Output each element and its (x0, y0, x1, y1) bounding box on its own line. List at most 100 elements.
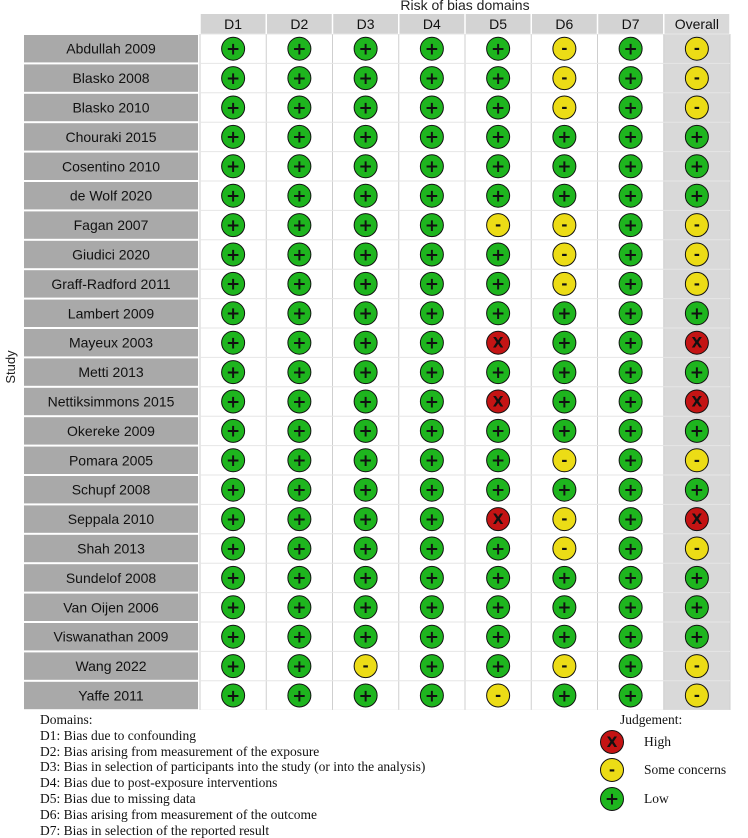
judgement-symbol: + (491, 569, 505, 589)
low-risk-icon (618, 477, 643, 502)
judgement-symbol: + (690, 128, 704, 148)
low-risk-icon (353, 213, 378, 238)
judgement-fagan-2007-d5: - (486, 213, 511, 238)
judgement-symbol: + (292, 187, 306, 207)
judgement-abdullah-2009-d2: + (287, 36, 312, 61)
judgement-symbol: X (493, 512, 504, 528)
judgement-seppala-2010-d2: + (287, 507, 312, 532)
low-risk-icon (486, 418, 511, 443)
judgement-symbol: + (425, 422, 439, 442)
judgement-symbol: + (491, 481, 505, 501)
judgement-symbol: + (292, 245, 306, 265)
judgement-symbol: + (425, 157, 439, 177)
low-risk-icon (221, 595, 246, 620)
judgement-wang-2022-d3: - (353, 654, 378, 679)
judgement-pomara-2005-overall: - (684, 448, 709, 473)
low-risk-icon (684, 595, 709, 620)
study-label-blasko-2010: Blasko 2010 (72, 100, 149, 116)
judgement-symbol: - (561, 40, 567, 58)
low-risk-icon: + (600, 787, 624, 811)
judgement-okereke-2009-d2: + (287, 418, 312, 443)
judgement-blasko-2010-d4: + (419, 95, 444, 120)
risk-of-bias-grid: D1 D2 D3 D4 D5 D6 D7 Overall Abdullah 2009 + + + + + -… (24, 14, 731, 710)
judgement-symbol: + (292, 363, 306, 383)
low-risk-icon (486, 36, 511, 61)
judgement-symbol: + (292, 40, 306, 60)
judgement-symbol: + (425, 510, 439, 530)
judgement-abdullah-2009-d5: + (486, 36, 511, 61)
svg-text:X: X (607, 735, 618, 751)
judgement-symbol: + (359, 40, 373, 60)
study-label-de-wolf-2020: de Wolf 2020 (70, 188, 152, 204)
judgement-fagan-2007-overall: - (684, 213, 709, 238)
judgement-viswanathan-2009-d1: + (221, 624, 246, 649)
column-header-overall: Overall (675, 16, 719, 32)
low-risk-icon (221, 683, 246, 708)
low-risk-icon (287, 624, 312, 649)
judgement-symbol: + (292, 334, 306, 354)
judgement-symbol: + (226, 569, 240, 589)
judgement-seppala-2010-overall: X (684, 507, 709, 532)
judgement-symbol: + (491, 157, 505, 177)
low-risk-icon (353, 477, 378, 502)
judgement-symbol: + (226, 628, 240, 648)
judgement-symbol: + (226, 657, 240, 677)
judgement-symbol: + (491, 275, 505, 295)
judgement-blasko-2010-d7: + (618, 95, 643, 120)
judgement-cosentino-2010-d4: + (419, 154, 444, 179)
judgement-okereke-2009-overall: + (684, 418, 709, 443)
low-risk-icon (419, 213, 444, 238)
judgement-symbol: + (690, 187, 704, 207)
column-header-d4: D4 (423, 16, 441, 32)
judgement-symbol: + (359, 334, 373, 354)
judgement-blasko-2008-d1: + (221, 66, 246, 91)
judgement-symbol: + (226, 510, 240, 530)
some-risk-icon (684, 536, 709, 561)
low-risk-icon (618, 536, 643, 561)
judgement-symbol: + (557, 304, 571, 324)
judgement-van-oijen-2006-d6: + (552, 595, 577, 620)
judgement-symbol: + (624, 128, 638, 148)
low-risk-icon (353, 183, 378, 208)
judgement-symbol: X (691, 336, 702, 352)
low-risk-icon (618, 565, 643, 590)
judgement-de-wolf-2020-d5: + (486, 183, 511, 208)
low-risk-icon (221, 418, 246, 443)
judgement-symbol: + (624, 481, 638, 501)
judgement-symbol: X (493, 336, 504, 352)
judgement-chouraki-2015-d4: + (419, 124, 444, 149)
judgement-symbol: + (425, 686, 439, 706)
judgement-symbol: + (292, 451, 306, 471)
judgement-symbol: - (561, 657, 567, 675)
judgement-symbol: + (359, 187, 373, 207)
low-risk-icon (684, 301, 709, 326)
judgement-symbol: + (557, 686, 571, 706)
study-label-pomara-2005: Pomara 2005 (69, 452, 153, 468)
judgement-graff-radford-2011-d4: + (419, 271, 444, 296)
study-label-bg (24, 299, 198, 327)
judgement-yaffe-2011-d1: + (221, 683, 246, 708)
judgement-shah-2013-d3: + (353, 536, 378, 561)
low-risk-icon (552, 330, 577, 355)
study-label-seppala-2010: Seppala 2010 (68, 511, 155, 527)
judgement-lambert-2009-d4: + (419, 301, 444, 326)
judgement-symbol: + (359, 569, 373, 589)
judgement-symbol: + (359, 392, 373, 412)
judgement-van-oijen-2006-overall: + (684, 595, 709, 620)
judgement-symbol: - (363, 657, 369, 675)
judgement-symbol: - (694, 687, 700, 705)
low-risk-icon (287, 565, 312, 590)
judgement-schupf-2008-d5: + (486, 477, 511, 502)
low-risk-icon (221, 507, 246, 532)
judgement-lambert-2009-d2: + (287, 301, 312, 326)
judgement-symbol: - (694, 99, 700, 117)
judgement-symbol: + (690, 363, 704, 383)
low-risk-icon (552, 389, 577, 414)
judgement-lambert-2009-d3: + (353, 301, 378, 326)
low-risk-icon (419, 242, 444, 267)
low-risk-icon (353, 360, 378, 385)
low-risk-icon (221, 654, 246, 679)
low-risk-icon (353, 448, 378, 473)
judgement-symbol: + (425, 569, 439, 589)
low-risk-icon (419, 66, 444, 91)
